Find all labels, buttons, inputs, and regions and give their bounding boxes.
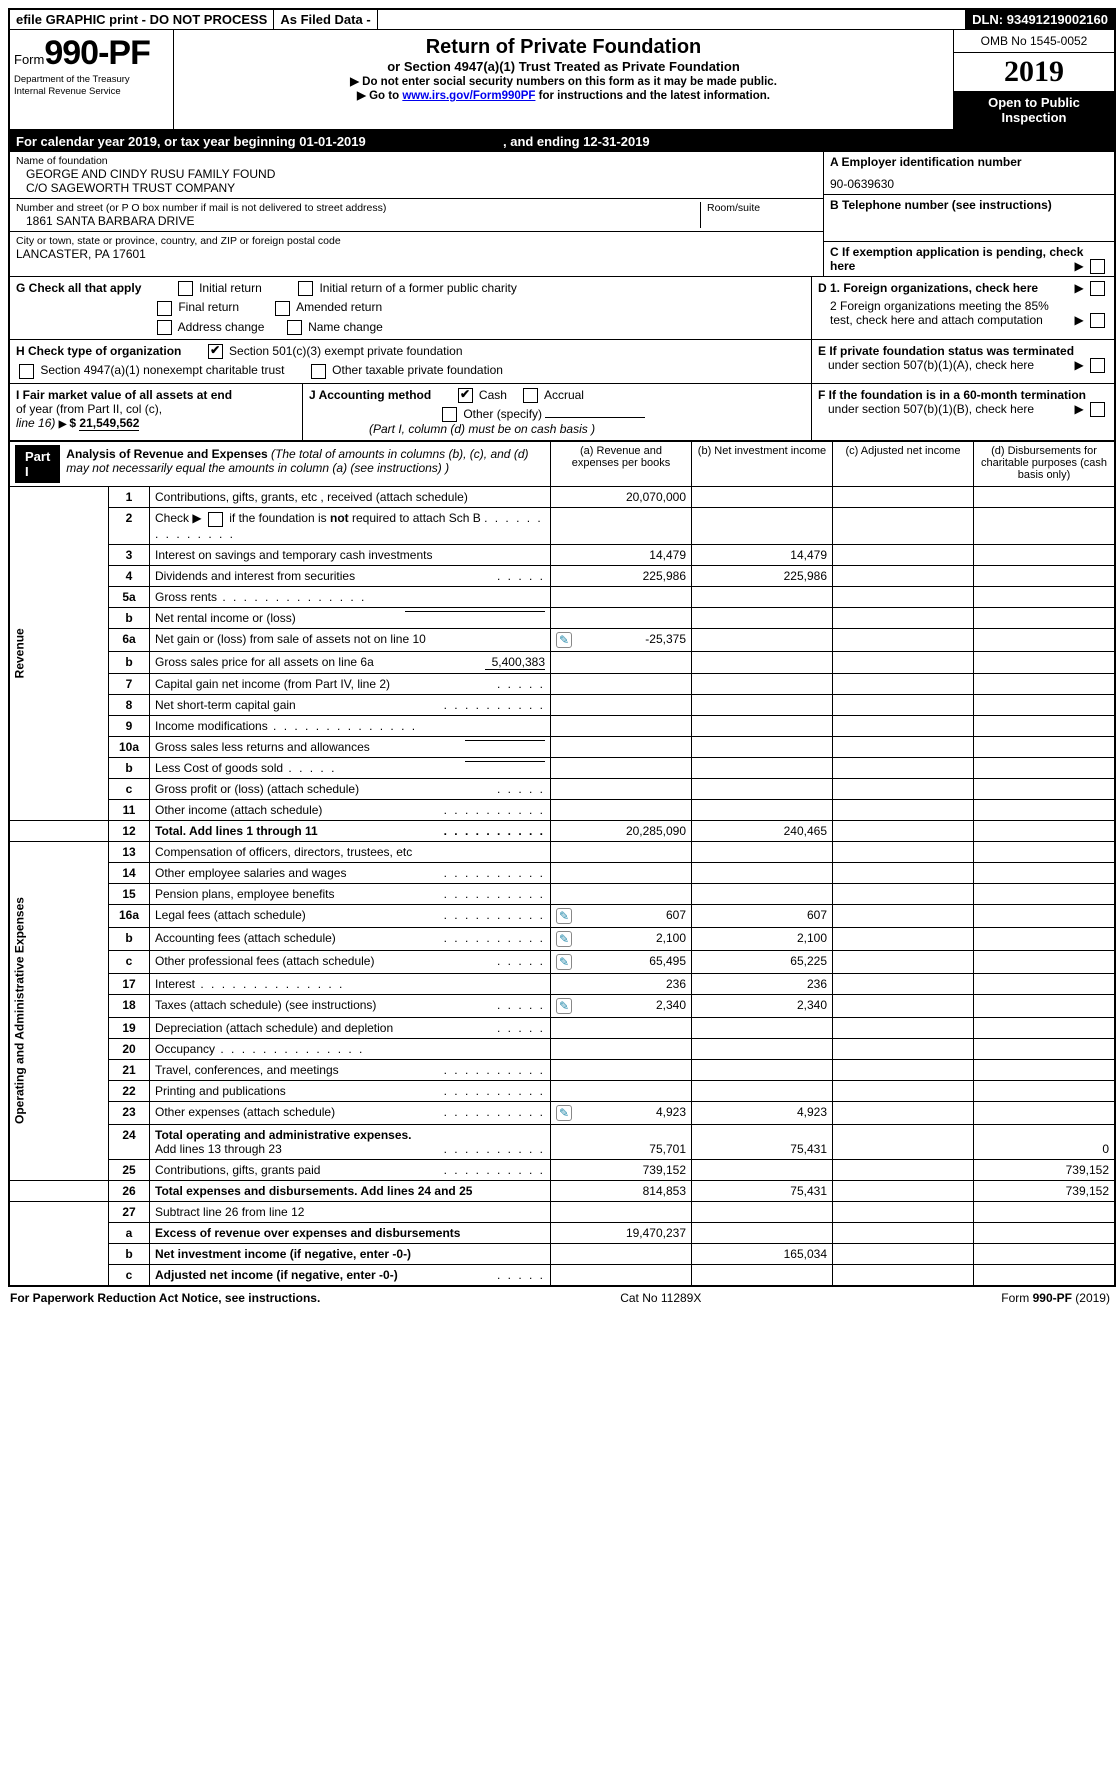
- addr-label: Number and street (or P O box number if …: [16, 202, 700, 214]
- dln: DLN: 93491219002160: [965, 10, 1114, 29]
- goto-line: ▶ Go to www.irs.gov/Form990PF for instru…: [180, 88, 947, 102]
- irs-link[interactable]: www.irs.gov/Form990PF: [402, 90, 535, 102]
- revenue-side-label: Revenue: [10, 487, 109, 820]
- footer-right: Form 990-PF (2019): [1001, 1291, 1110, 1305]
- foundation-name-1: GEORGE AND CINDY RUSU FAMILY FOUND: [16, 167, 817, 181]
- section-ijf: I Fair market value of all assets at end…: [10, 384, 1114, 442]
- d2-label-b: test, check here and attach computation: [830, 313, 1043, 327]
- footer-left: For Paperwork Reduction Act Notice, see …: [10, 1291, 320, 1305]
- h-other-chk[interactable]: [311, 364, 326, 379]
- form-title: Return of Private Foundation: [180, 36, 947, 59]
- dept-treasury: Department of the Treasury: [14, 75, 169, 85]
- efile-notice: efile GRAPHIC print - DO NOT PROCESS: [10, 10, 274, 29]
- calendar-year-row: For calendar year 2019, or tax year begi…: [10, 131, 1114, 152]
- city-label: City or town, state or province, country…: [16, 235, 817, 247]
- j-other-chk[interactable]: [442, 407, 457, 422]
- dept-irs: Internal Revenue Service: [14, 87, 169, 97]
- e-label-1: E If private foundation status was termi…: [818, 344, 1074, 358]
- part1-title: Analysis of Revenue and Expenses: [66, 447, 267, 461]
- col-a-hdr: (a) Revenue and expenses per books: [551, 442, 692, 487]
- top-bar: efile GRAPHIC print - DO NOT PROCESS As …: [10, 10, 1114, 30]
- section-gd: G Check all that apply Initial return In…: [10, 277, 1114, 340]
- h-501-chk[interactable]: ✔: [208, 344, 223, 359]
- tax-year: 2019: [954, 53, 1114, 91]
- e-label-2: under section 507(b)(1)(A), check here: [818, 358, 1034, 372]
- j-accrual-chk[interactable]: [523, 388, 538, 403]
- j-cash-chk[interactable]: ✔: [458, 388, 473, 403]
- e-chk[interactable]: [1090, 358, 1105, 373]
- i-label-3: line 16): [16, 416, 55, 430]
- c-checkbox[interactable]: [1090, 259, 1105, 274]
- g-initial-chk[interactable]: [178, 281, 193, 296]
- expenses-side-label: Operating and Administrative Expenses: [10, 841, 109, 1180]
- h-4947-chk[interactable]: [19, 364, 34, 379]
- ein-value: 90-0639630: [830, 177, 1108, 191]
- ein-label: A Employer identification number: [830, 155, 1108, 169]
- open-to-public: Open to PublicInspection: [954, 91, 1114, 129]
- footer-mid: Cat No 11289X: [620, 1291, 701, 1305]
- c-label: C If exemption application is pending, c…: [830, 245, 1083, 273]
- i-label-1: I Fair market value of all assets at end: [16, 388, 232, 402]
- g-label: G Check all that apply: [16, 281, 141, 295]
- col-c-hdr: (c) Adjusted net income: [833, 442, 974, 487]
- i-label-2: of year (from Part II, col (c),: [16, 402, 162, 416]
- j-note: (Part I, column (d) must be on cash basi…: [369, 422, 805, 436]
- ssn-notice: ▶ Do not enter social security numbers o…: [180, 74, 947, 88]
- form-990pf-page: efile GRAPHIC print - DO NOT PROCESS As …: [8, 8, 1116, 1287]
- f-chk[interactable]: [1090, 402, 1105, 417]
- entity-info: Name of foundation GEORGE AND CINDY RUSU…: [10, 152, 1114, 277]
- room-label: Room/suite: [707, 202, 817, 214]
- d1-label: D 1. Foreign organizations, check here: [818, 281, 1038, 295]
- form-header: Form990-PF Department of the Treasury In…: [10, 30, 1114, 131]
- col-d-hdr: (d) Disbursements for charitable purpose…: [974, 442, 1115, 487]
- city-state-zip: LANCASTER, PA 17601: [16, 247, 817, 261]
- d1-chk[interactable]: [1090, 281, 1105, 296]
- f-label-2: under section 507(b)(1)(B), check here: [818, 402, 1034, 416]
- name-label: Name of foundation: [16, 155, 817, 167]
- as-filed: As Filed Data -: [274, 10, 377, 29]
- phone-label: B Telephone number (see instructions): [830, 198, 1108, 212]
- g-addr-chk[interactable]: [157, 320, 172, 335]
- form-number: 990-PF: [44, 34, 150, 72]
- form-prefix: Form: [14, 52, 44, 67]
- d2-chk[interactable]: [1090, 313, 1105, 328]
- part1-table: Part I Analysis of Revenue and Expenses …: [10, 441, 1114, 1284]
- col-b-hdr: (b) Net investment income: [692, 442, 833, 487]
- form-subtitle: or Section 4947(a)(1) Trust Treated as P…: [180, 59, 947, 74]
- g-initial2-chk[interactable]: [298, 281, 313, 296]
- d2-label-a: 2 Foreign organizations meeting the 85%: [830, 299, 1049, 313]
- page-footer: For Paperwork Reduction Act Notice, see …: [8, 1287, 1112, 1309]
- g-amend-chk[interactable]: [275, 301, 290, 316]
- j-label: J Accounting method: [309, 388, 431, 402]
- fmv-value: 21,549,562: [79, 416, 139, 431]
- street-address: 1861 SANTA BARBARA DRIVE: [16, 214, 700, 228]
- omb-number: OMB No 1545-0052: [954, 30, 1114, 53]
- g-final-chk[interactable]: [157, 301, 172, 316]
- h-label: H Check type of organization: [16, 344, 181, 358]
- part1-tag: Part I: [15, 445, 60, 483]
- foundation-name-2: C/O SAGEWORTH TRUST COMPANY: [16, 181, 817, 195]
- g-name-chk[interactable]: [287, 320, 302, 335]
- section-he: H Check type of organization ✔ Section 5…: [10, 340, 1114, 384]
- f-label-1: F If the foundation is in a 60-month ter…: [818, 388, 1086, 402]
